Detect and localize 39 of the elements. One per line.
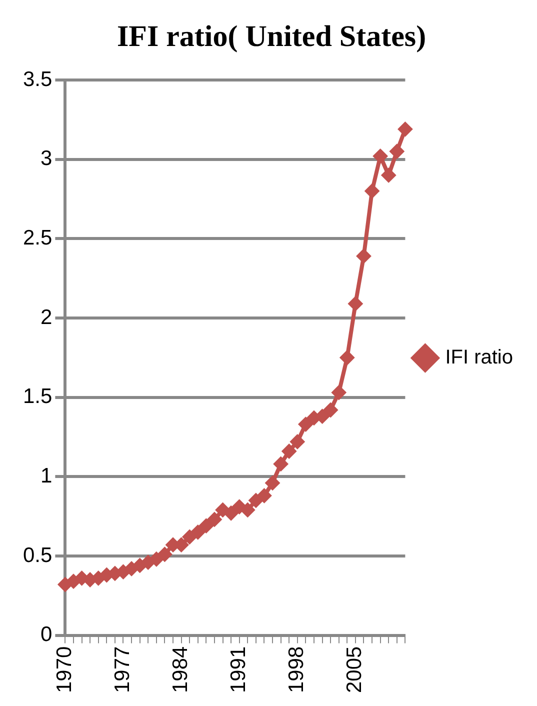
x-tick-label: 1984 [169, 646, 192, 693]
y-tick-label: 3 [40, 147, 52, 170]
point [224, 506, 239, 521]
point [206, 512, 222, 527]
legend-label: IFI ratio [445, 346, 514, 369]
point [331, 385, 346, 400]
point [381, 168, 396, 183]
x-tick-label: 1991 [227, 646, 250, 693]
y-tick-label: 1 [40, 464, 52, 488]
point [389, 144, 404, 159]
x-tick-label: 1998 [285, 646, 308, 693]
y-tick-label: 3.5 [22, 68, 52, 91]
y-tick-label: 0 [40, 623, 52, 646]
x-tick-label: 1977 [111, 646, 134, 693]
point [198, 518, 214, 534]
y-tick-label: 2.5 [22, 226, 52, 250]
point [182, 529, 198, 544]
point [323, 402, 338, 418]
point [157, 546, 172, 562]
point [273, 456, 288, 472]
point [340, 350, 355, 366]
point [356, 248, 372, 264]
chart-title: IFI ratio( United States) [116, 20, 426, 53]
point [398, 122, 413, 137]
y-tick-label: 2 [40, 306, 52, 329]
point [290, 434, 305, 450]
point [240, 502, 256, 518]
y-tick-label: 0.5 [22, 544, 52, 567]
y-tick-label: 1.5 [22, 385, 52, 408]
point [364, 184, 380, 199]
point [256, 488, 272, 504]
point [190, 524, 206, 540]
point [372, 148, 388, 164]
x-tick-label: 1970 [52, 646, 76, 693]
point [348, 296, 363, 312]
point [298, 416, 314, 432]
point [265, 475, 280, 490]
x-tick-label: 2005 [343, 646, 366, 693]
point [282, 444, 297, 459]
